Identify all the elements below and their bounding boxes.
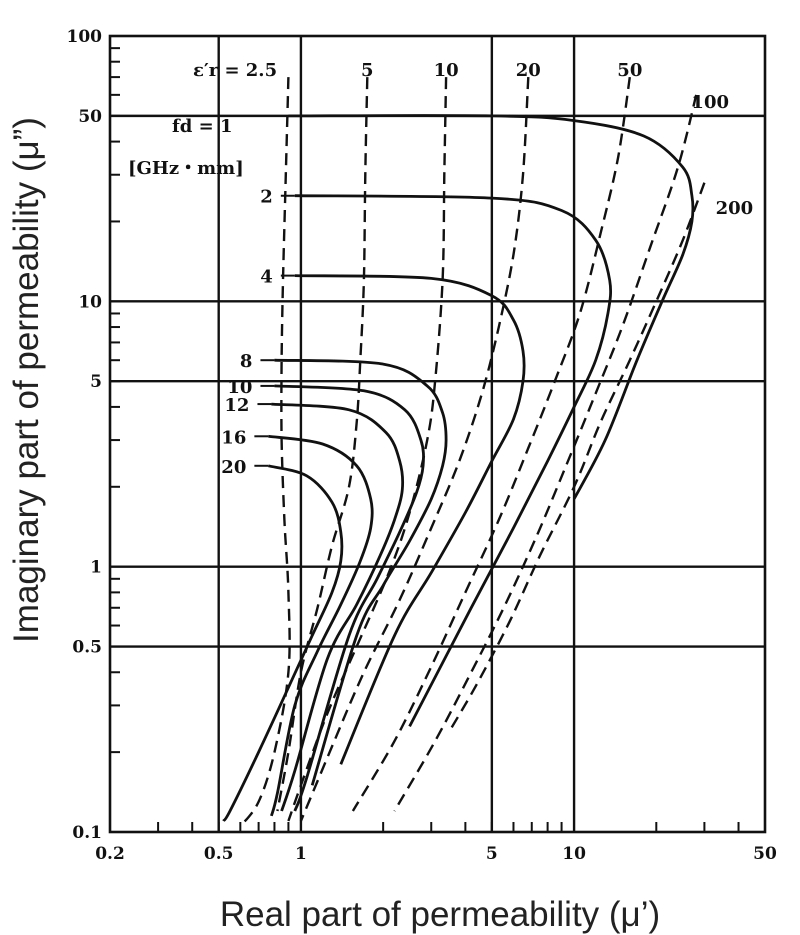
fd-label-16: 16 (221, 427, 246, 448)
fd-curve-8 (274, 358, 448, 786)
fd-curve-20 (222, 464, 344, 822)
fd-unit-label: [GHz・mm] (128, 158, 244, 179)
x-tick-labels: 0.2 0.5 1 5 10 50 (95, 844, 777, 864)
eps-equals-label: ε′r = 2.5 (193, 60, 277, 81)
fd-label-8: 8 (240, 351, 253, 372)
y-tick-label-0-5: 0.5 (72, 638, 102, 658)
y-tick-label-0-1: 0.1 (72, 823, 102, 843)
x-tick-label-0-5: 0.5 (204, 844, 234, 864)
x-tick-label-50: 50 (753, 844, 777, 864)
eps-curve-5 (276, 77, 369, 812)
eps-label-5: 5 (361, 60, 374, 81)
eps-curve-20 (299, 77, 530, 822)
eps-curve-10 (287, 77, 448, 822)
y-tick-label-5: 5 (90, 372, 102, 392)
eps-curves (239, 76, 706, 828)
eps-curve-50 (351, 76, 631, 812)
fd-curve-4 (294, 274, 526, 765)
fd-label-10: 10 (227, 377, 252, 398)
eps-label-50: 50 (617, 60, 642, 81)
y-tick-labels: 0.1 0.5 1 5 10 50 100 (67, 27, 103, 843)
eps-label-20: 20 (516, 60, 541, 81)
eps-labels: 5 10 20 50 100 200 (361, 60, 753, 219)
eps-label-200: 200 (716, 198, 754, 219)
fd-equals-label: fd = 1 (172, 116, 232, 137)
fd-curves (222, 114, 695, 822)
fd-label-20: 20 (221, 457, 246, 478)
y-tick-label-100: 100 (67, 27, 103, 47)
x-tick-label-10: 10 (562, 844, 586, 864)
eps-curve-2.5 (239, 77, 291, 828)
fd-label-4: 4 (260, 267, 273, 288)
fd-label-12: 12 (224, 395, 249, 416)
fd-curve-1 (288, 114, 695, 500)
y-tick-label-10: 10 (78, 292, 102, 312)
plot-frame (108, 34, 767, 834)
fd-curve-16 (268, 434, 374, 817)
x-axis-title: Real part of permeability (μ’) (220, 895, 660, 934)
y-tick-label-50: 50 (78, 107, 102, 127)
y-tick-label-1: 1 (90, 558, 102, 578)
grid-lines (110, 36, 765, 832)
eps-curve-200 (448, 182, 706, 732)
fd-curve-2 (294, 194, 613, 728)
y-axis-title: Imaginary part of permeability (μ”) (7, 117, 46, 643)
x-tick-label-0-2: 0.2 (95, 844, 125, 864)
x-tick-label-1: 1 (295, 844, 307, 864)
eps-label-100: 100 (691, 92, 729, 113)
eps-label-10: 10 (434, 60, 459, 81)
fd-curve-12 (271, 402, 405, 812)
x-tick-label-5: 5 (486, 844, 498, 864)
fd-label-2: 2 (260, 187, 273, 208)
eps-curve-100 (393, 94, 698, 812)
